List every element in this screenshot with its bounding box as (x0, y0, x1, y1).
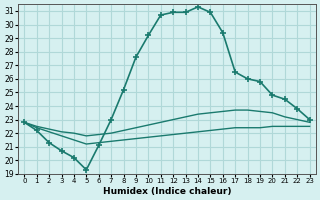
X-axis label: Humidex (Indice chaleur): Humidex (Indice chaleur) (103, 187, 231, 196)
